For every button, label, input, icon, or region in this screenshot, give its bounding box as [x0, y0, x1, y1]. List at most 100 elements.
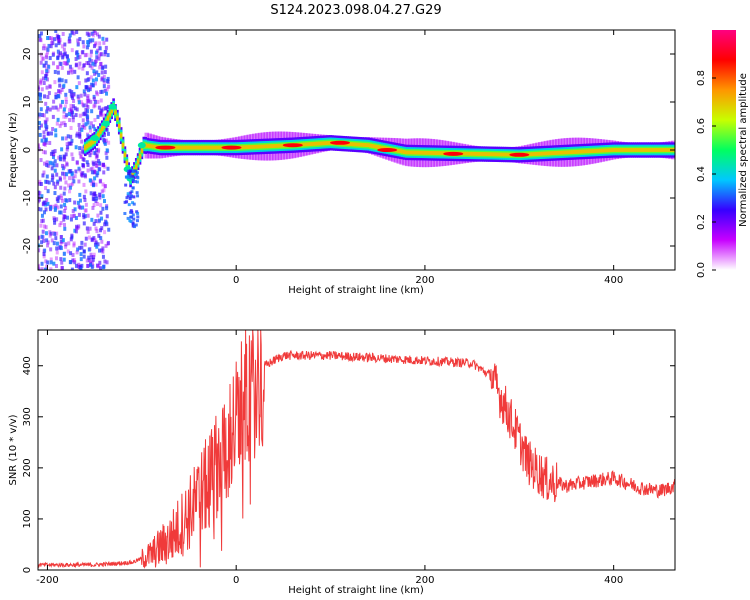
- heat-cell: [98, 195, 102, 200]
- heat-cell: [40, 261, 44, 266]
- heat-cell: [59, 234, 63, 239]
- heat-cell: [58, 51, 62, 56]
- heat-cell: [399, 149, 402, 154]
- heat-cell: [90, 181, 94, 186]
- heat-cell: [659, 148, 663, 152]
- heat-cell: [39, 158, 43, 163]
- heat-cell: [61, 31, 65, 36]
- heat-cell: [92, 69, 96, 74]
- heat-cell: [56, 34, 60, 39]
- heat-cell: [91, 139, 95, 144]
- heat-cell: [90, 82, 94, 87]
- heat-cell: [100, 216, 104, 221]
- heat-cell: [69, 134, 73, 139]
- heat-cell: [41, 229, 45, 234]
- heat-cell: [104, 45, 108, 50]
- colorbar-tick-label: 0.6: [696, 118, 707, 134]
- heat-cell: [65, 147, 69, 152]
- colorbar-tick-label: 0.8: [696, 70, 707, 86]
- heat-cell: [557, 150, 561, 155]
- heat-cell: [56, 205, 60, 210]
- heat-peak: [155, 145, 176, 150]
- heat-cell: [187, 145, 191, 150]
- colorbar-tick-label: 0.2: [696, 214, 707, 230]
- heat-cell: [40, 87, 44, 92]
- heat-cell: [135, 180, 139, 184]
- heat-cell: [127, 203, 131, 207]
- heat-cell: [429, 151, 432, 155]
- heat-cell: [70, 30, 74, 35]
- heat-cell: [265, 144, 268, 149]
- heat-cell: [68, 260, 72, 265]
- heat-cell: [91, 196, 95, 201]
- heat-cell: [610, 148, 614, 153]
- heat-cell: [62, 154, 66, 159]
- heat-cell: [88, 63, 92, 68]
- heat-cell: [92, 162, 96, 167]
- heat-cell: [90, 59, 94, 64]
- heat-cell: [63, 61, 67, 66]
- heat-peak: [282, 143, 303, 148]
- heat-cell: [125, 160, 129, 165]
- heat-cell: [42, 80, 46, 85]
- heat-cell: [42, 142, 46, 147]
- heat-cell: [39, 60, 43, 65]
- heat-cell: [69, 125, 73, 130]
- heat-cell: [64, 244, 68, 249]
- heat-cell: [89, 49, 93, 54]
- heat-cell: [486, 152, 489, 157]
- heat-cell: [353, 142, 357, 147]
- heat-cell: [106, 166, 110, 171]
- heat-cell: [67, 112, 71, 117]
- heat-blob: [90, 135, 99, 141]
- heat-cell: [95, 263, 99, 268]
- y-tick-label: -10: [22, 190, 33, 206]
- heat-cell: [58, 83, 62, 88]
- heat-cell: [87, 247, 91, 252]
- heat-cell: [44, 138, 48, 143]
- heat-cell: [92, 94, 96, 99]
- heat-cell: [96, 99, 100, 104]
- heat-cell: [91, 124, 95, 129]
- heat-cell: [96, 171, 100, 176]
- heat-cell: [210, 145, 214, 150]
- heat-cell: [88, 38, 92, 43]
- heat-cell: [60, 87, 64, 92]
- heat-cell: [208, 145, 212, 150]
- heat-cell: [47, 64, 51, 69]
- heat-cell: [69, 107, 73, 112]
- heat-cell: [274, 144, 278, 148]
- heat-cell: [70, 172, 74, 177]
- heat-cell: [70, 152, 74, 157]
- heat-cell: [44, 259, 48, 264]
- heat-cell: [404, 150, 408, 155]
- heat-cell: [70, 138, 74, 143]
- heat-cell: [431, 151, 434, 155]
- heat-cell: [72, 243, 76, 248]
- heat-cell: [103, 199, 107, 204]
- heat-cell: [72, 214, 76, 219]
- heat-cell: [77, 97, 81, 102]
- x-tick-label: 0: [233, 575, 239, 586]
- heat-cell: [216, 145, 219, 150]
- heat-cell: [184, 145, 187, 150]
- x-tick-label: 200: [415, 575, 434, 586]
- heat-cell: [92, 182, 96, 187]
- colorbar-label: Normalized spectral amplitude: [738, 73, 749, 227]
- heat-cell: [42, 210, 46, 215]
- heat-cell: [85, 31, 89, 36]
- heat-cell: [82, 157, 86, 162]
- heat-cell: [202, 145, 206, 150]
- heat-cell: [174, 145, 178, 150]
- heat-cell: [633, 148, 636, 152]
- heat-cell: [77, 166, 81, 171]
- heat-cell: [370, 144, 374, 148]
- heat-cell: [79, 93, 83, 98]
- heat-cell: [123, 211, 127, 215]
- heat-cell: [65, 61, 69, 66]
- heat-cell: [54, 263, 58, 268]
- y-tick-label: 100: [22, 509, 33, 528]
- heat-cell: [321, 141, 325, 146]
- heat-cell: [104, 220, 108, 225]
- heat-cell: [563, 150, 566, 155]
